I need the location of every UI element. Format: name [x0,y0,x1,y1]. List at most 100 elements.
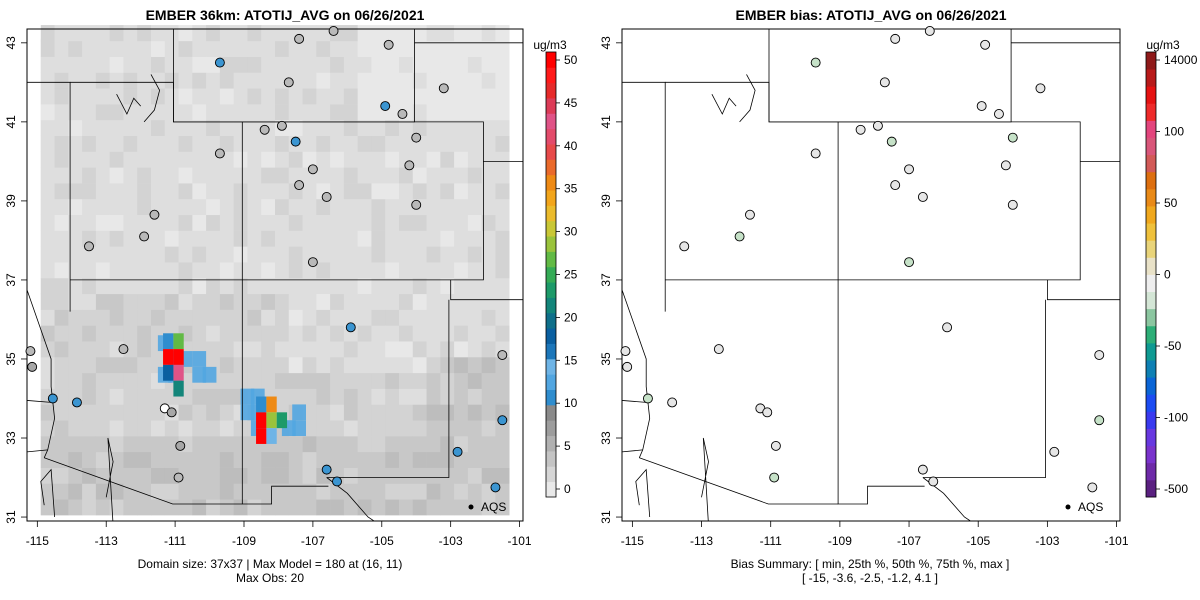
grid-cell [454,119,469,136]
colorbar-swatch [546,251,556,268]
grid-cell [109,499,124,516]
grid-cell [357,151,372,168]
grid-cell [302,214,317,231]
grid-cell [192,293,207,310]
grid-cell [178,262,193,279]
grid-cell [495,25,510,42]
grid-cell [261,40,276,57]
grid-cell [192,135,207,152]
grid-cell [385,277,400,295]
aqs-site-marker [380,101,391,112]
grid-cell [343,372,358,389]
grid-cell [385,325,400,342]
grid-cell [412,293,427,310]
colorbar-swatch [1146,291,1156,310]
aqs-site-marker [383,39,394,50]
colorbar-swatch [1146,120,1156,138]
grid-cell [164,88,179,105]
grid-cell [275,56,290,73]
x-tick-label: -113 [95,534,118,548]
aqs-bias-marker [879,77,890,88]
grid-cell [454,40,469,57]
grid-cell [454,467,469,484]
grid-cell [247,293,262,310]
grid-cell [68,88,83,105]
grid-cell [68,167,83,184]
grid-cell [454,151,469,168]
grid-cell [371,230,386,247]
grid-cell [399,277,414,295]
grid-cell [123,388,138,405]
grid-cell [178,135,193,152]
grid-cell [316,404,331,421]
grid-cell [137,198,152,216]
aqs-site-marker [214,57,225,68]
grid-cell [137,167,152,184]
grid-cell [481,277,496,295]
grid-cell [261,25,276,42]
grid-cell [82,293,97,310]
grid-cell [109,56,124,73]
grid-cell [426,246,441,263]
grid-cell [481,104,496,121]
grid-cell [54,372,69,389]
grid-cell [481,372,496,389]
grid-cell [275,483,290,500]
grid-cell [247,214,262,231]
x-tick-label: -109 [828,534,852,548]
grid-cell [288,88,303,105]
grid-cell [330,309,345,326]
grid-cell [82,499,97,516]
grid-cell [399,483,414,500]
grid-cell [371,151,386,168]
grid-cell [330,341,345,358]
aqs-bias-marker [855,124,866,135]
grid-cell [343,357,358,374]
grid-cell [302,467,317,484]
grid-cell [109,198,124,216]
grid-cell [164,499,179,516]
grid-cell [275,467,290,484]
grid-cell [151,135,166,152]
grid-cell [123,325,138,342]
colorbar-swatch [546,128,556,145]
aqs-site-marker [321,192,332,202]
grid-cell [495,499,510,516]
aqs-site-marker [47,393,58,404]
grid-cell [357,325,372,342]
grid-cell [467,357,482,374]
grid-cell [481,467,496,484]
aqs-site-marker [345,322,356,333]
grid-cell [454,420,469,437]
grid-cell [68,151,83,168]
aqs-bias-marker [667,397,678,408]
aqs-bias-marker [994,109,1004,119]
grid-cell [123,483,138,500]
grid-cell [330,40,345,57]
grid-cell [192,262,207,279]
grid-cell [192,151,207,168]
grid-cell [371,499,386,516]
grid-cell [357,293,372,310]
colorbar-tick-label: 45 [564,96,578,110]
grid-cell [385,483,400,500]
grid-cell [123,230,138,247]
grid-cell [426,451,441,468]
grid-cell [440,436,455,453]
x-tick-label: -109 [232,534,256,548]
grid-cell-hotspot [173,333,184,350]
grid-cell [275,372,290,389]
grid-cell [440,183,455,200]
grid-cell [219,119,234,136]
grid-cell [192,246,207,263]
grid-cell [316,436,331,453]
grid-cell [302,88,317,105]
grid-cell [137,388,152,405]
grid-cell [302,56,317,73]
grid-cell [219,230,234,247]
grid-cell [40,135,55,152]
grid-cell [192,499,207,516]
colorbar-swatch [1146,52,1156,70]
grid-cell [426,151,441,168]
grid-cell [137,119,152,136]
